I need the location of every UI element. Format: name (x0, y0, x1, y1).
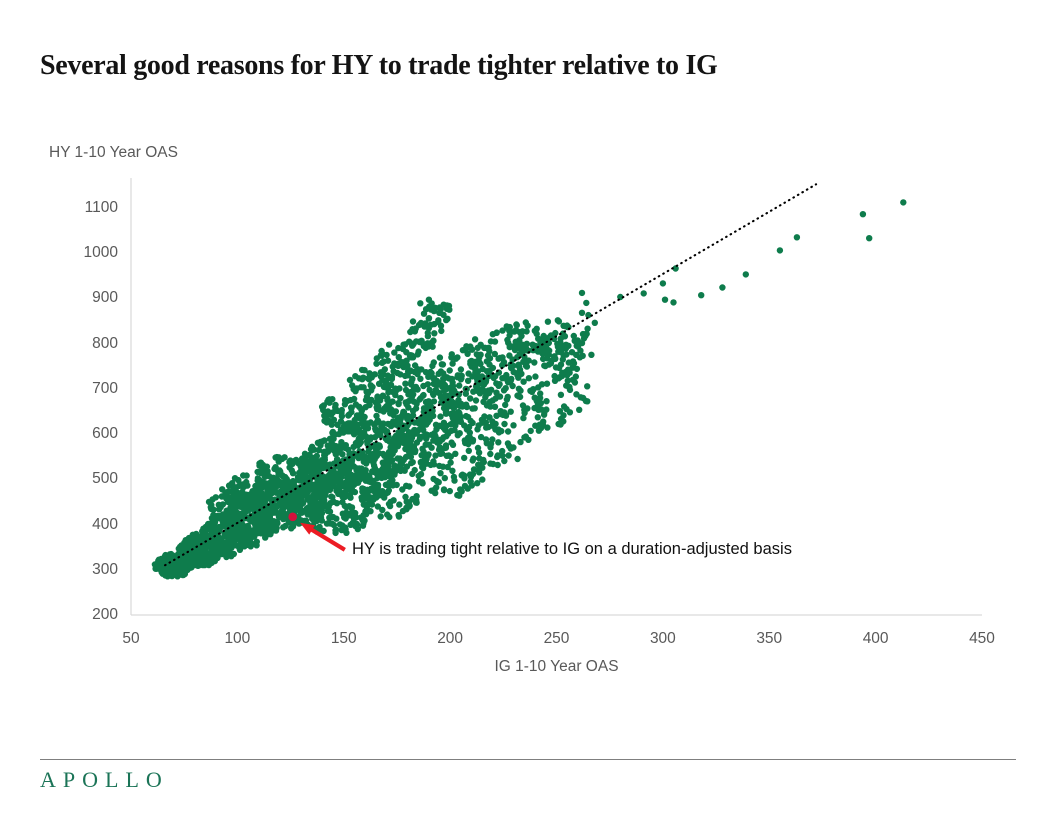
y-axis-tick-label: 500 (92, 470, 118, 488)
x-axis-tick-label: 150 (330, 630, 357, 647)
y-axis-tick-label: 800 (92, 334, 118, 352)
x-axis-tick-label: 50 (122, 630, 140, 647)
x-axis-tick-label: 400 (862, 630, 889, 647)
x-axis-tick-label: 300 (649, 630, 676, 647)
y-axis-tick-label: 200 (92, 606, 118, 623)
y-axis-tick-label: 900 (92, 289, 118, 307)
y-axis-title: HY 1-10 Year OAS (49, 144, 178, 161)
y-axis-tick-label: 700 (92, 379, 118, 397)
y-axis-tick-label: 300 (92, 560, 118, 578)
x-axis-title: IG 1-10 Year OAS (494, 658, 619, 675)
x-axis-tick-label: 250 (543, 630, 570, 647)
page-title: Several good reasons for HY to trade tig… (40, 50, 718, 81)
x-axis-tick-label: 100 (224, 630, 251, 647)
x-axis-tick-label: 450 (969, 630, 995, 647)
x-axis-tick-label: 200 (437, 630, 464, 647)
apollo-logo: APOLLO (40, 767, 169, 792)
y-axis-tick-label: 400 (92, 515, 118, 533)
y-axis-tick-label: 1000 (83, 244, 118, 262)
y-axis-tick-label: 600 (92, 425, 118, 443)
y-axis-tick-label: 1100 (84, 198, 118, 216)
annotation-label: HY is trading tight relative to IG on a … (352, 539, 792, 558)
footer-divider (40, 759, 1016, 760)
x-axis-tick-label: 350 (756, 630, 783, 647)
